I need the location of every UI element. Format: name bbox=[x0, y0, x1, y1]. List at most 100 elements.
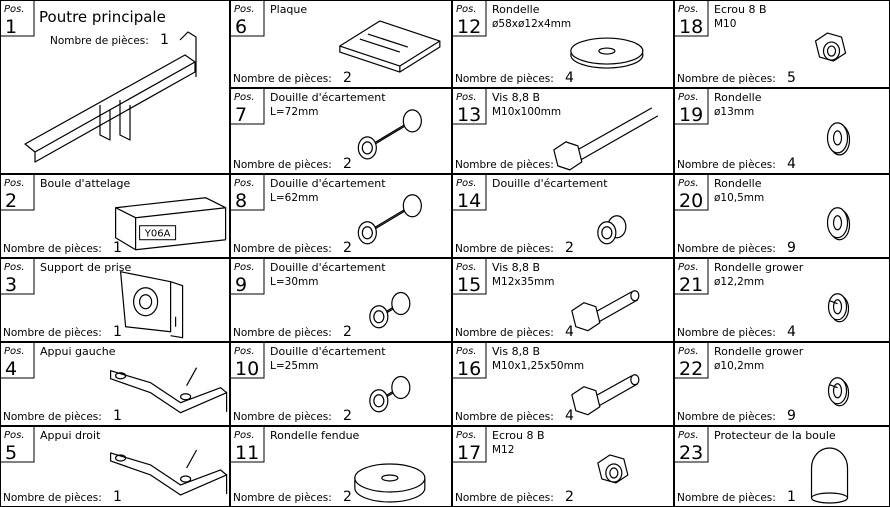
part-cell: Pos.17 Ecrou 8 B M12 Nombre de pièces: 2 bbox=[452, 426, 674, 507]
pos-label: Pos. bbox=[4, 430, 25, 441]
count-value: 9 bbox=[787, 408, 796, 424]
illustration bbox=[139, 294, 153, 310]
part-spec: ø10,2mm bbox=[714, 360, 764, 372]
pos-number: 22 bbox=[679, 358, 703, 380]
count-value: 1 bbox=[113, 240, 122, 256]
pos-label: Pos. bbox=[456, 178, 477, 189]
pos-label: Pos. bbox=[456, 262, 477, 273]
pos-label: Pos. bbox=[678, 430, 699, 441]
illustration bbox=[827, 377, 848, 405]
part-cell: Pos.21 Rondelle grower ø12,2mm Nombre de pi… bbox=[674, 258, 890, 342]
illustration bbox=[381, 474, 399, 482]
cell-border bbox=[452, 258, 674, 342]
part-cell: Pos.19 Rondelle ø13mm Nombre de pièces: 4 bbox=[674, 88, 890, 174]
part-name: Plaque bbox=[270, 3, 307, 16]
part-name: Douille d'écartement bbox=[270, 345, 386, 358]
cell-border bbox=[0, 342, 230, 426]
count-value: 1 bbox=[113, 408, 122, 424]
part-name: Vis 8,8 B bbox=[492, 345, 540, 358]
pos-number: 2 bbox=[5, 190, 17, 212]
part-cell: Pos.18 Ecrou 8 B M10 Nombre de pièces: 5 bbox=[674, 0, 890, 88]
pos-label: Pos. bbox=[4, 262, 25, 273]
part-cell: Pos.4 Appui gauche Nombre de pièces: 1 bbox=[0, 342, 230, 426]
pos-box bbox=[453, 89, 487, 125]
part-name: Douille d'écartement bbox=[270, 177, 386, 190]
count-label: Nombre de pièces: bbox=[50, 35, 149, 47]
part-spec: M10x1,25x50mm bbox=[492, 360, 584, 372]
part-spec: ø58xø12x4mm bbox=[492, 18, 571, 30]
part-name: Boule d'attelage bbox=[40, 177, 130, 190]
count-value: 1 bbox=[160, 32, 169, 48]
count-label: Nombre de pièces: bbox=[677, 159, 776, 171]
illustration bbox=[810, 447, 849, 498]
part-name: Rondelle bbox=[492, 3, 540, 16]
count-label: Nombre de pièces: bbox=[455, 159, 554, 171]
illustration bbox=[99, 100, 131, 141]
pos-box bbox=[453, 427, 487, 463]
pos-box bbox=[453, 175, 487, 211]
pos-number: 16 bbox=[457, 358, 481, 380]
count-value: 1 bbox=[113, 489, 122, 505]
pos-label: Pos. bbox=[678, 178, 699, 189]
pos-label: Pos. bbox=[4, 4, 25, 15]
pos-label: Pos. bbox=[4, 346, 25, 357]
illustration bbox=[570, 37, 644, 65]
part-name: Poutre principale bbox=[39, 8, 166, 26]
count-value: 2 bbox=[565, 489, 574, 505]
pos-number: 13 bbox=[457, 104, 481, 126]
count-value: 1 bbox=[787, 489, 796, 505]
pos-label: Pos. bbox=[456, 430, 477, 441]
count-label: Nombre de pièces: bbox=[233, 327, 332, 339]
part-cell: Pos.7 Douille d'écartement L=72mm Nombre de… bbox=[230, 88, 452, 174]
pos-box bbox=[675, 343, 709, 379]
illustration bbox=[391, 291, 411, 316]
part-spec: ø13mm bbox=[714, 106, 754, 118]
pos-number: 15 bbox=[457, 274, 481, 296]
part-cell: Pos.10 Douille d'écartement L=25mm Nombre d… bbox=[230, 342, 452, 426]
illustration bbox=[359, 33, 409, 53]
illustration bbox=[361, 141, 373, 155]
cell-border bbox=[230, 258, 452, 342]
illustration bbox=[114, 454, 127, 462]
illustration bbox=[34, 62, 196, 163]
part-name: Protecteur de la boule bbox=[714, 429, 836, 442]
part-name: Douille d'écartement bbox=[270, 91, 386, 104]
pos-label: Pos. bbox=[234, 4, 255, 15]
illustration bbox=[369, 305, 389, 329]
illustration bbox=[553, 141, 583, 171]
pos-box bbox=[231, 343, 265, 379]
illustration bbox=[361, 226, 373, 240]
count-label: Nombre de pièces: bbox=[233, 411, 332, 423]
illustration bbox=[114, 372, 127, 380]
pos-box bbox=[453, 1, 487, 37]
illustration bbox=[829, 384, 838, 389]
count-label: Nombre de pièces: bbox=[455, 243, 554, 255]
cell-border bbox=[452, 0, 674, 88]
pos-label: Pos. bbox=[234, 346, 255, 357]
part-name: Vis 8,8 B bbox=[492, 91, 540, 104]
count-label: Nombre de pièces: bbox=[233, 243, 332, 255]
pos-number: 4 bbox=[5, 358, 17, 380]
illustration bbox=[826, 207, 849, 239]
pos-box bbox=[1, 259, 35, 295]
part-name: Rondelle grower bbox=[714, 345, 804, 358]
pos-number: 9 bbox=[235, 274, 247, 296]
part-cell: Pos.14 Douille d'écartement Nombre de pièc… bbox=[452, 174, 674, 258]
count-label: Nombre de pièces: bbox=[3, 411, 102, 423]
pos-label: Pos. bbox=[456, 4, 477, 15]
illustration bbox=[186, 449, 228, 494]
illustration bbox=[826, 122, 849, 154]
part-spec: L=25mm bbox=[270, 360, 318, 372]
illustration bbox=[571, 302, 601, 332]
pos-box bbox=[453, 259, 487, 295]
pos-number: 20 bbox=[679, 190, 703, 212]
illustration bbox=[354, 477, 426, 503]
pos-number: 1 bbox=[5, 16, 17, 38]
pos-number: 21 bbox=[679, 274, 703, 296]
part-cell: Pos.5 Appui droit Nombre de pièces: 1 bbox=[0, 426, 230, 507]
illustration bbox=[402, 194, 422, 218]
illustration bbox=[357, 221, 377, 245]
part-spec: ø10,5mm bbox=[714, 192, 764, 204]
